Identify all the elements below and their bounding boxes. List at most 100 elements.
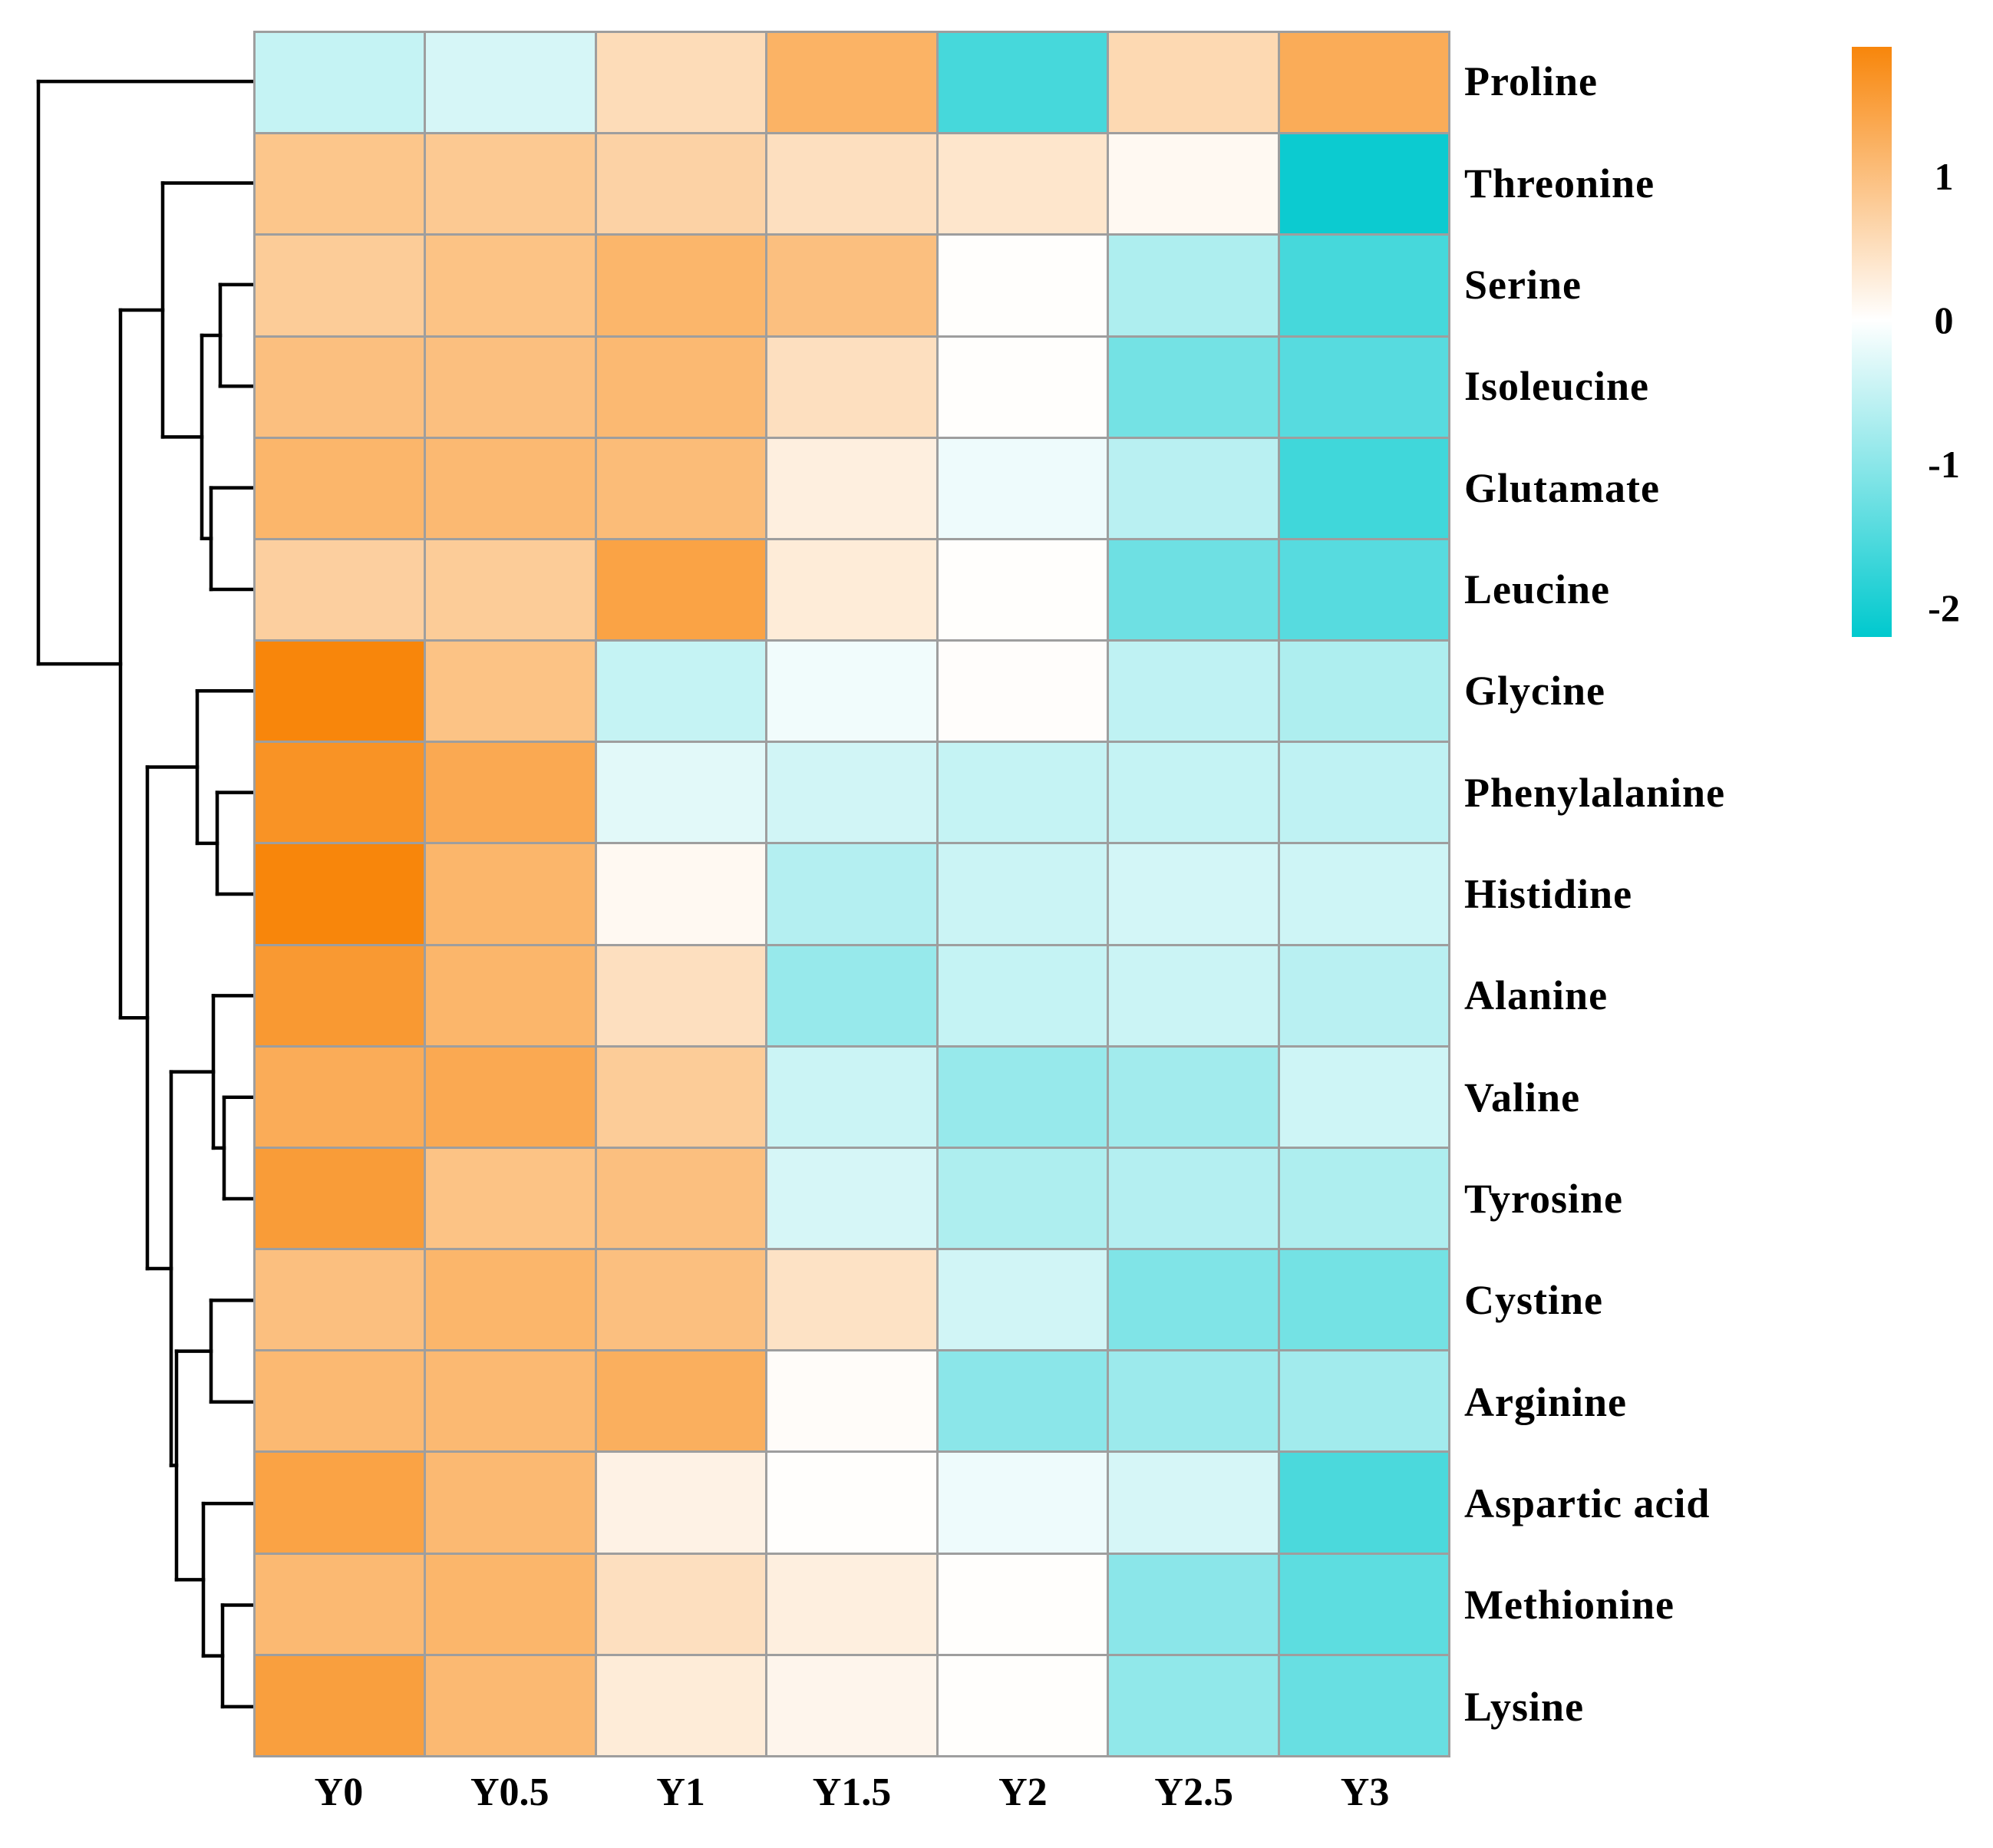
legend-tick-label: -1	[1928, 442, 1960, 486]
heatmap-cell	[1109, 337, 1278, 437]
heatmap-cell	[256, 743, 424, 843]
heatmap-cell	[767, 1453, 936, 1553]
column-label: Y1	[656, 1770, 705, 1814]
heatmap-cell	[938, 1148, 1107, 1249]
heatmap-cell	[256, 1148, 424, 1249]
heatmap-cell	[1279, 337, 1448, 437]
column-label: Y0.5	[470, 1770, 549, 1814]
heatmap-cell	[256, 1351, 424, 1451]
heatmap-cell	[596, 945, 766, 1045]
heatmap-cell	[256, 1655, 424, 1755]
heatmap-cell	[1279, 33, 1448, 133]
heatmap-cell	[426, 540, 595, 640]
heatmap-cell	[426, 844, 595, 944]
heatmap-cell	[1279, 236, 1448, 335]
legend-tick-label: -2	[1928, 586, 1960, 630]
heatmap-cell	[256, 438, 424, 538]
row-label: Valine	[1464, 1074, 1581, 1120]
row-dendrogram	[36, 79, 253, 1709]
heatmap-cell	[256, 642, 424, 741]
row-label: Lysine	[1464, 1683, 1585, 1730]
legend-tick-label: 1	[1934, 154, 1954, 198]
heatmap-cell	[767, 1554, 936, 1654]
heatmap-cell	[1279, 642, 1448, 741]
heatmap-cell	[596, 1554, 766, 1654]
heatmap-cell	[426, 438, 595, 538]
heatmap-cell	[767, 1250, 936, 1350]
heatmap-panel	[253, 31, 1450, 1757]
heatmap-cell	[1109, 743, 1278, 843]
heatmap-cell	[938, 134, 1107, 234]
heatmap-cell	[938, 1351, 1107, 1451]
heatmap-cell	[596, 134, 766, 234]
heatmap-cell	[767, 540, 936, 640]
column-label: Y3	[1340, 1770, 1390, 1814]
heatmap-cell	[938, 642, 1107, 741]
heatmap-cell	[426, 1351, 595, 1451]
column-label: Y1.5	[812, 1770, 892, 1814]
heatmap-cell	[938, 945, 1107, 1045]
heatmap-cell	[1109, 1453, 1278, 1553]
heatmap-cell	[1279, 844, 1448, 944]
column-label: Y2	[998, 1770, 1048, 1814]
row-label: Isoleucine	[1464, 363, 1650, 410]
row-label: Threonine	[1464, 160, 1655, 206]
heatmap-cell	[767, 236, 936, 335]
heatmap-cell	[596, 743, 766, 843]
heatmap-cell	[596, 1250, 766, 1350]
heatmap-cell	[426, 743, 595, 843]
heatmap-cell	[767, 1148, 936, 1249]
heatmap-cell	[1279, 743, 1448, 843]
heatmap-cell	[938, 743, 1107, 843]
heatmap-cell	[256, 1047, 424, 1147]
heatmap-cell	[426, 1453, 595, 1553]
heatmap-cell	[426, 134, 595, 234]
heatmap-cell	[767, 1047, 936, 1147]
heatmap-cell	[1109, 1250, 1278, 1350]
row-label: Serine	[1464, 261, 1582, 308]
heatmap-cell	[426, 1655, 595, 1755]
legend-tick-label: 0	[1934, 299, 1954, 342]
column-label: Y0	[314, 1770, 364, 1814]
heatmap-cell	[938, 1250, 1107, 1350]
heatmap-cell	[256, 1453, 424, 1553]
heatmap-cell	[426, 1250, 595, 1350]
heatmap-cell	[426, 945, 595, 1045]
heatmap-cell	[938, 1655, 1107, 1755]
heatmap-cell	[1279, 1250, 1448, 1350]
heatmap-cell	[596, 1655, 766, 1755]
heatmap-cell	[1279, 1047, 1448, 1147]
heatmap-cell	[426, 1554, 595, 1654]
heatmap-cell	[256, 134, 424, 234]
heatmap-cell	[426, 642, 595, 741]
heatmap-cell	[938, 844, 1107, 944]
heatmap-cell	[596, 642, 766, 741]
heatmap-cell	[938, 1453, 1107, 1553]
heatmap-cell	[1109, 33, 1278, 133]
heatmap-cell	[1109, 844, 1278, 944]
heatmap-cell	[767, 1351, 936, 1451]
heatmap-cell	[1279, 540, 1448, 640]
heatmap-cell	[426, 236, 595, 335]
column-label: Y2.5	[1154, 1770, 1233, 1814]
heatmap-cell	[938, 33, 1107, 133]
heatmap-cell	[1109, 945, 1278, 1045]
row-label: Methionine	[1464, 1582, 1675, 1629]
heatmap-cell	[1279, 945, 1448, 1045]
row-label: Aspartic acid	[1464, 1480, 1711, 1527]
heatmap-cell	[767, 945, 936, 1045]
heatmap-cell	[256, 945, 424, 1045]
heatmap-cell	[938, 236, 1107, 335]
heatmap-cell	[596, 540, 766, 640]
heatmap-cell	[596, 1047, 766, 1147]
row-label: Proline	[1464, 58, 1598, 105]
heatmap-cell	[256, 33, 424, 133]
heatmap-cell	[1109, 1655, 1278, 1755]
heatmap-cell	[938, 337, 1107, 437]
heatmap-cell	[256, 844, 424, 944]
heatmap-cell	[1279, 1148, 1448, 1249]
row-label: Histidine	[1464, 871, 1633, 917]
heatmap-cell	[1109, 236, 1278, 335]
heatmap-cell	[256, 540, 424, 640]
